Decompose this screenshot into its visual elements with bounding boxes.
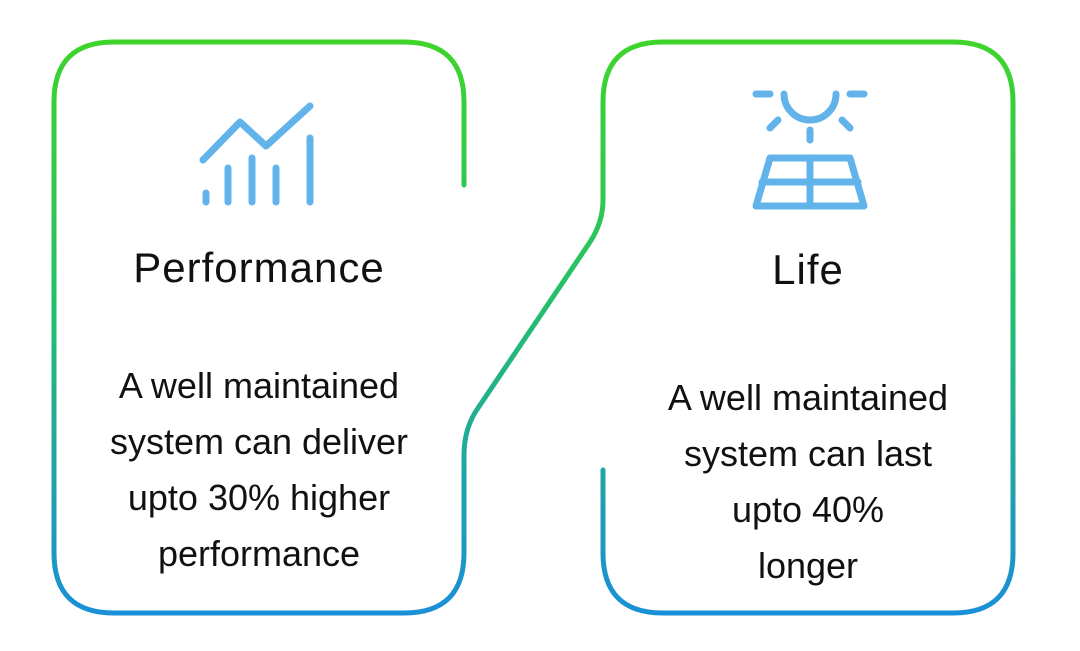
life-card-outline — [461, 39, 1016, 616]
performance-line-4: performance — [157, 533, 361, 574]
performance-line-1: A well maintained — [118, 365, 400, 406]
performance-title: Performance — [133, 244, 385, 291]
life-description: A well maintained system can last upto 4… — [603, 370, 1013, 594]
life-line-3: upto 40% — [731, 489, 885, 530]
life-line-4: longer — [757, 545, 859, 586]
growth-chart-icon — [199, 102, 314, 206]
performance-line-2: system can deliver — [109, 421, 409, 462]
solar-panel-sun-icon — [752, 90, 868, 210]
performance-card-outline — [51, 39, 467, 616]
life-line-2: system can last — [683, 433, 933, 474]
life-title: Life — [772, 246, 844, 293]
performance-description: A well maintained system can deliver upt… — [54, 358, 464, 582]
performance-line-3: upto 30% higher — [127, 477, 391, 518]
life-line-1: A well maintained — [667, 377, 949, 418]
